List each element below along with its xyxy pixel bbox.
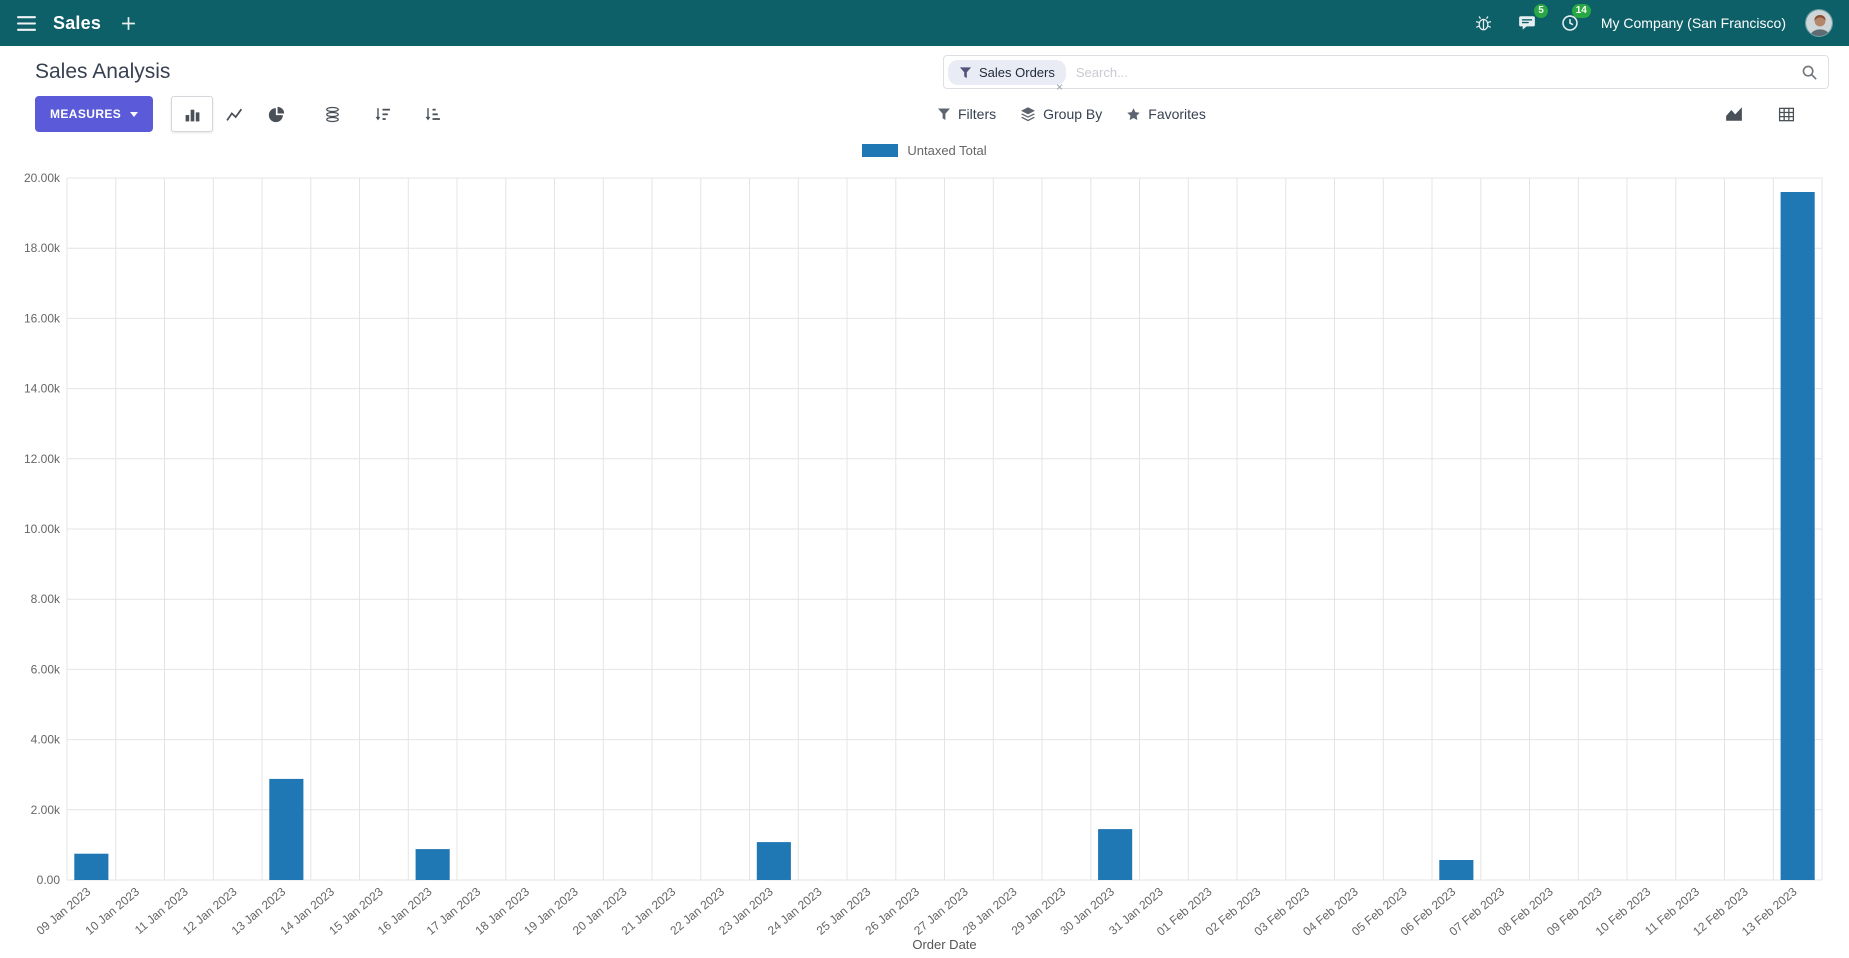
y-tick-label: 2.00k	[31, 803, 61, 817]
favorites-label: Favorites	[1148, 106, 1206, 122]
bar[interactable]	[1439, 860, 1474, 880]
bar-chart-icon	[185, 109, 200, 121]
bar[interactable]	[269, 778, 304, 880]
new-tab-button[interactable]	[116, 11, 140, 35]
activities-badge: 14	[1571, 4, 1591, 18]
stacked-button[interactable]	[311, 96, 353, 132]
filter-icon	[938, 108, 950, 120]
chat-icon	[1518, 16, 1535, 30]
clock-icon	[1562, 15, 1578, 31]
search-icon[interactable]	[1801, 64, 1818, 81]
y-tick-label: 4.00k	[31, 733, 61, 747]
y-tick-label: 6.00k	[31, 662, 61, 676]
measures-button[interactable]: MEASURES	[35, 96, 154, 132]
user-avatar[interactable]	[1805, 9, 1833, 37]
favorites-button[interactable]: Favorites	[1126, 106, 1206, 122]
sales-analysis-bar-chart: 0.00 2.00k 4.00k 6.00k 8.00k 10.00k 12.00k 14.0…	[24, 171, 1823, 952]
y-tick-label: 10.00k	[24, 522, 61, 536]
company-switcher[interactable]: My Company (San Francisco)	[1600, 15, 1786, 31]
chevron-down-icon	[130, 111, 139, 117]
bar-chart-button[interactable]	[171, 96, 214, 132]
stack-icon	[325, 106, 339, 122]
messages-badge: 5	[1534, 4, 1548, 18]
y-tick-label: 12.00k	[24, 452, 61, 466]
debug-button[interactable]	[1472, 11, 1496, 35]
search-facet-sales-orders[interactable]: Sales Orders	[948, 59, 1066, 85]
sort-ascending-button[interactable]	[411, 96, 453, 132]
search-facet-label: Sales Orders	[979, 64, 1055, 80]
bar[interactable]	[1780, 192, 1815, 880]
layers-icon	[1021, 107, 1036, 122]
filters-label: Filters	[958, 106, 997, 122]
y-tick-label: 16.00k	[24, 311, 61, 325]
menu-toggle-button[interactable]	[14, 11, 38, 35]
filters-button[interactable]: Filters	[937, 106, 996, 122]
page-title: Sales Analysis	[35, 60, 171, 83]
sort-ascending-icon	[425, 107, 440, 120]
y-tick-label: 14.00k	[24, 382, 61, 396]
bar[interactable]	[415, 849, 450, 880]
sort-descending-button[interactable]	[361, 96, 403, 132]
y-tick-label: 8.00k	[31, 592, 61, 606]
activities-button[interactable]: 14	[1558, 4, 1591, 35]
legend-label: Untaxed Total	[907, 142, 987, 158]
measures-label: MEASURES	[50, 107, 122, 121]
line-chart-button[interactable]	[213, 96, 255, 132]
search-bar[interactable]: Sales Orders ×	[943, 55, 1829, 93]
chart-area: Untaxed Total 0.00 2.00k 4.00k 6.00k 8.00k 10…	[0, 138, 1849, 954]
x-axis-title: Order Date	[912, 937, 976, 952]
bug-icon	[1476, 15, 1492, 30]
plus-icon	[121, 16, 135, 30]
chart-legend[interactable]: Untaxed Total	[20, 138, 1829, 162]
facet-remove-button[interactable]: ×	[1056, 80, 1064, 94]
star-icon	[1127, 107, 1140, 120]
avatar-image	[1806, 10, 1832, 36]
grid-icon	[1778, 107, 1794, 121]
legend-color-box	[862, 143, 899, 157]
search-input[interactable]	[1075, 64, 1801, 80]
chart-type-switcher	[171, 96, 297, 132]
y-tick-label: 20.00k	[24, 171, 61, 185]
bar[interactable]	[74, 853, 109, 880]
bar[interactable]	[756, 842, 791, 880]
pie-chart-icon	[268, 106, 284, 122]
x-tick-label: 10 Jan 2023	[82, 884, 142, 937]
group-by-button[interactable]: Group By	[1020, 106, 1102, 122]
top-navbar: Sales 5 14 My Company (San	[0, 0, 1849, 46]
bar[interactable]	[1098, 829, 1133, 880]
insert-in-spreadsheet-button[interactable]	[1713, 96, 1755, 132]
sort-descending-icon	[375, 107, 390, 120]
group-by-label: Group By	[1043, 106, 1103, 122]
y-tick-label: 18.00k	[24, 241, 61, 255]
app-name[interactable]: Sales	[53, 12, 102, 33]
pivot-view-button[interactable]	[1765, 96, 1807, 132]
pie-chart-button[interactable]	[255, 96, 297, 132]
control-panel: Sales Analysis Sales Orders × MEASURES	[0, 46, 1849, 136]
hamburger-icon	[16, 15, 36, 31]
line-chart-icon	[226, 108, 242, 121]
filter-icon	[959, 66, 972, 78]
messages-button[interactable]: 5	[1515, 4, 1548, 35]
y-tick-label: 0.00	[37, 873, 61, 887]
area-chart-icon	[1726, 107, 1742, 121]
